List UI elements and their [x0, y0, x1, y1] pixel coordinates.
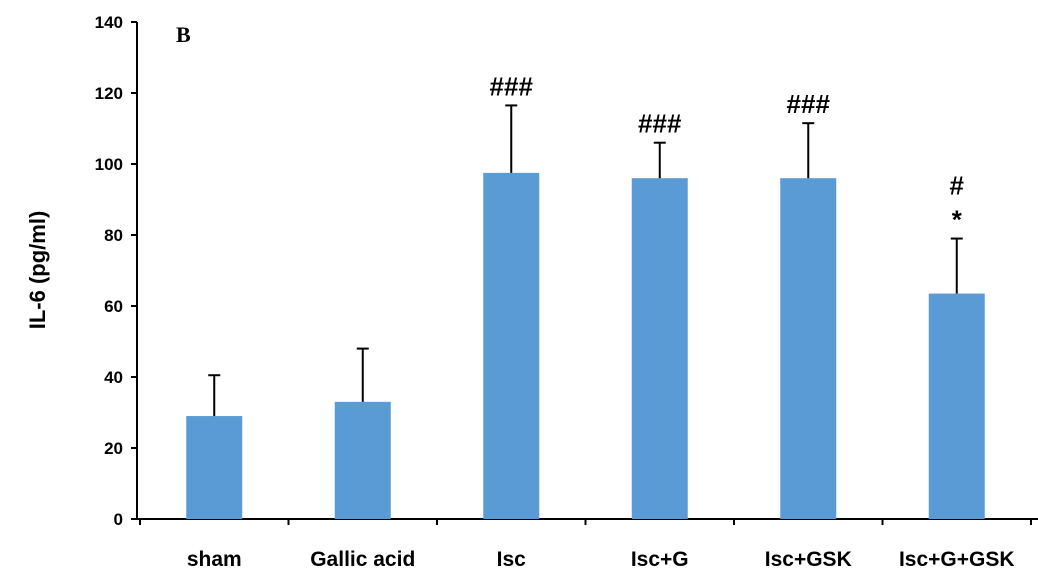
y-tick-label: 80 — [104, 226, 123, 245]
category-label: Isc — [497, 548, 527, 571]
category-label: Isc+G+GSK — [899, 548, 1015, 571]
category-label: Isc+G — [631, 548, 689, 571]
category-label: sham — [187, 548, 242, 571]
y-tick-label: 140 — [95, 13, 123, 32]
panel-label: B — [176, 22, 191, 47]
axes: 0 20 40 60 80 100 120 140 — [95, 13, 1038, 529]
significance-label: ### — [490, 71, 534, 101]
category-label: Isc+GSK — [765, 548, 852, 571]
y-tick-label: 40 — [104, 368, 123, 387]
y-tick-label: 120 — [95, 84, 123, 103]
y-tick-label: 100 — [95, 155, 123, 174]
labels-group: sham Gallic acid Isc ### Isc+G ### Isc+GSK ### I… — [187, 71, 1015, 571]
significance-label: ### — [638, 109, 682, 139]
bars-group — [186, 104, 985, 519]
category-label: Gallic acid — [310, 548, 415, 571]
y-tick-label: 60 — [104, 297, 123, 316]
significance-label: # — [950, 171, 965, 201]
significance-label: ### — [787, 89, 831, 119]
y-axis-title: IL-6 (pg/ml) — [25, 211, 50, 330]
bar — [928, 293, 985, 519]
bar — [483, 172, 540, 519]
y-tick-label: 0 — [114, 510, 123, 529]
y-tick-label: 20 — [104, 439, 123, 458]
bar — [334, 401, 391, 519]
significance-label: * — [952, 205, 963, 235]
bar — [780, 178, 837, 519]
bar — [631, 178, 688, 519]
bar — [186, 416, 243, 519]
